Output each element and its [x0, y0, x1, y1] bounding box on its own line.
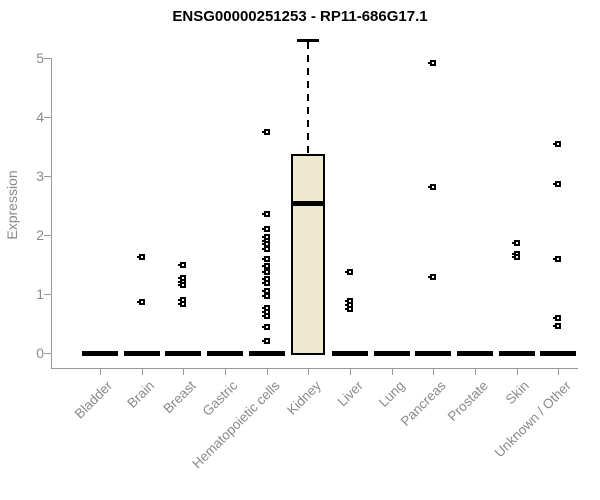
y-tick-label: 2: [36, 227, 44, 243]
collapsed-box-bar: [373, 351, 410, 356]
x-tick: [516, 369, 518, 375]
x-axis-line: [51, 368, 578, 369]
y-tick-label: 3: [36, 168, 44, 184]
collapsed-box-bar: [165, 351, 202, 356]
y-tick: [44, 58, 51, 59]
collapsed-box-bar: [540, 351, 577, 356]
outlier-point: [178, 282, 187, 289]
collapsed-box-bar: [206, 351, 243, 356]
x-category-label: Lung: [375, 378, 408, 410]
outlier-point: [178, 262, 187, 269]
x-category-label: Bladder: [72, 378, 116, 422]
outlier-point: [428, 274, 437, 281]
outlier-point: [136, 298, 145, 305]
y-axis-line: [51, 58, 52, 369]
x-tick: [100, 369, 101, 375]
box-body: [291, 154, 326, 355]
y-tick-label: 5: [36, 50, 44, 66]
x-tick: [474, 369, 476, 375]
x-tick: [349, 369, 351, 375]
outlier-point: [261, 263, 270, 270]
whisker-upper: [307, 42, 310, 155]
outlier-point: [261, 324, 270, 331]
x-category-label: Liver: [334, 378, 366, 410]
y-tick: [44, 117, 51, 118]
collapsed-box-bar: [331, 351, 368, 356]
collapsed-box-bar: [456, 351, 493, 356]
x-tick: [433, 369, 435, 375]
x-category-label: Brain: [124, 378, 158, 411]
outlier-point: [428, 59, 437, 66]
x-tick: [224, 369, 226, 375]
outlier-point: [261, 256, 270, 263]
x-tick: [183, 369, 185, 375]
collapsed-box-bar: [415, 351, 452, 356]
outlier-point: [344, 306, 353, 313]
outlier-point: [261, 293, 270, 300]
y-tick-label: 0: [36, 345, 44, 361]
y-tick: [44, 294, 51, 295]
outlier-point: [178, 301, 187, 308]
x-tick: [266, 369, 268, 375]
whisker-cap: [297, 39, 320, 43]
outlier-point: [261, 268, 270, 275]
x-category-label: Gastric: [199, 378, 241, 419]
outlier-point: [261, 225, 270, 232]
outlier-point: [511, 254, 520, 261]
x-category-label: Prostate: [444, 378, 491, 425]
x-category-label: Unknown / Other: [491, 378, 574, 461]
collapsed-box-bar: [248, 351, 285, 356]
y-tick: [44, 235, 51, 236]
outlier-point: [261, 210, 270, 217]
collapsed-box-bar: [123, 351, 160, 356]
x-tick: [391, 369, 393, 375]
x-category-label: Kidney: [284, 378, 324, 418]
outlier-point: [261, 288, 270, 295]
outlier-point: [344, 269, 353, 276]
outlier-point: [553, 141, 562, 148]
outlier-point: [261, 128, 270, 135]
outlier-point: [511, 239, 520, 246]
outlier-point: [261, 280, 270, 287]
outlier-point: [553, 322, 562, 329]
collapsed-box-bar: [498, 351, 535, 356]
x-tick: [308, 369, 310, 375]
outlier-point: [553, 315, 562, 322]
x-category-label: Skin: [503, 378, 533, 408]
outlier-point: [428, 184, 437, 191]
chart-title: ENSG00000251253 - RP11-686G17.1: [172, 8, 428, 25]
outlier-point: [261, 338, 270, 345]
outlier-point: [136, 253, 145, 260]
outlier-point: [553, 255, 562, 262]
outlier-point: [553, 180, 562, 187]
y-tick-label: 4: [36, 109, 44, 125]
x-tick: [558, 369, 560, 375]
outlier-point: [261, 313, 270, 320]
collapsed-box-bar: [82, 351, 118, 356]
x-category-label: Breast: [160, 378, 199, 417]
y-tick: [44, 176, 51, 177]
y-tick: [44, 353, 51, 354]
outlier-point: [261, 245, 270, 252]
y-tick-label: 1: [36, 286, 44, 302]
median-line: [293, 200, 324, 206]
x-tick: [141, 369, 143, 375]
